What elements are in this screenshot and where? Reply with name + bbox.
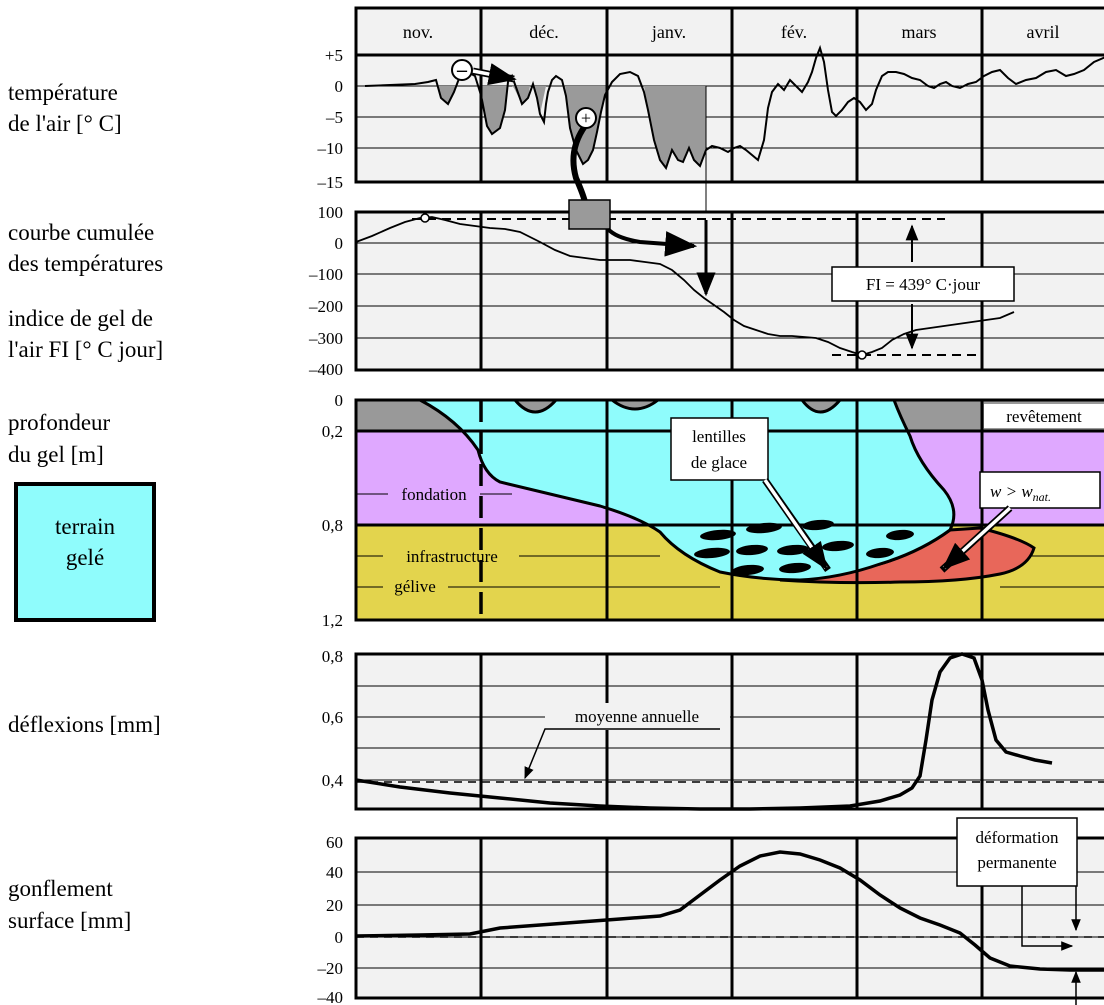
heave-tick-m40: –40 — [317, 988, 344, 1005]
minus-sign-text: – — [456, 59, 468, 81]
temperature-panel: +5 0 –5 –10 –15 – + — [317, 44, 1104, 285]
cold-area-fill — [437, 86, 706, 168]
frost-depth-panel: revêtement fondation infrastructure géli… — [322, 391, 1104, 630]
month-feb: fév. — [781, 22, 807, 42]
month-dec: déc. — [529, 22, 558, 42]
deflection-tick-0-6: 0,6 — [322, 708, 343, 727]
fi-label-1: indice de gel de — [8, 306, 153, 331]
month-mar: mars — [902, 22, 937, 42]
plus-sign-icon — [575, 107, 597, 129]
depth-label-2: du gel [m] — [8, 442, 104, 467]
temp-tick-p5: +5 — [325, 46, 343, 65]
heave-label-1: gonflement — [8, 876, 113, 901]
month-apr: avril — [1027, 22, 1060, 42]
depth-tick-1-2: 1,2 — [322, 611, 343, 630]
deflection-curve — [355, 652, 1053, 811]
pavement-label-box — [984, 404, 1104, 428]
cumul-min-marker — [857, 350, 867, 360]
heave-tick-m20: –20 — [317, 959, 344, 978]
ice-lens-label-1: lentilles — [692, 427, 746, 446]
moisture-label: w > wnat. — [990, 482, 1051, 504]
cumul-tick-m100: –100 — [308, 265, 343, 284]
subgrade-label-2: gélive — [394, 577, 436, 596]
legend-label-2: gelé — [66, 545, 104, 570]
permanent-label-1: déformation — [975, 828, 1059, 847]
temp-tick-0: 0 — [335, 77, 344, 96]
temperature-curve — [364, 44, 1104, 171]
minus-sign-icon — [451, 59, 473, 81]
month-jan: janv. — [651, 22, 686, 42]
temp-tick-m15: –15 — [317, 173, 344, 192]
fi-value-label: FI = 439° C·jour — [866, 275, 980, 294]
deflection-tick-0-8: 0,8 — [322, 647, 343, 666]
frozen-ground-legend-box — [14, 482, 156, 622]
subgrade-label-1: infrastructure — [406, 547, 498, 566]
left-labels: température de l'air [° C] courbe cumulé… — [8, 80, 163, 933]
deflection-tick-0-4: 0,4 — [322, 771, 344, 790]
air-temp-label-2: de l'air [° C] — [8, 111, 122, 136]
heave-curve — [355, 850, 1104, 972]
heave-panel: déformation permanente 60 40 20 0 –20 –4… — [317, 817, 1104, 1005]
pavement-label: revêtement — [1006, 407, 1082, 426]
depth-tick-0-2: 0,2 — [322, 422, 343, 441]
ice-lens-callout — [670, 417, 769, 481]
air-temp-label-1: température — [8, 80, 118, 105]
cumul-tick-100: 100 — [318, 203, 344, 222]
heave-tick-0: 0 — [335, 928, 344, 947]
temp-tick-m5: –5 — [325, 108, 343, 127]
month-nov: nov. — [403, 22, 433, 42]
fi-label-2: l'air FI [° C jour] — [8, 337, 163, 362]
permanent-label-2: permanente — [977, 853, 1056, 872]
cumulative-panel: FI = 439° C·jour 100 0 –100 –200 –300 –4… — [308, 199, 1104, 379]
cumul-label-1: courbe cumulée — [8, 220, 154, 245]
ice-lens-label-2: de glace — [691, 453, 747, 472]
heave-tick-60: 60 — [326, 833, 343, 852]
permanent-deformation-callout — [956, 817, 1078, 887]
depth-tick-0: 0 — [335, 391, 344, 410]
depth-tick-0-8: 0,8 — [322, 516, 343, 535]
foundation-label: fondation — [401, 485, 467, 504]
frozen-zone — [419, 398, 956, 582]
fi-label-box — [831, 266, 1015, 302]
depth-label-1: profondeur — [8, 410, 111, 435]
cumul-label-2: des températures — [8, 251, 163, 276]
plus-sign-text: + — [581, 108, 591, 128]
integration-box — [568, 199, 611, 230]
cumul-tick-0: 0 — [335, 234, 344, 253]
temp-tick-m10: –10 — [317, 139, 344, 158]
ice-lenses — [694, 519, 914, 576]
cumul-tick-m300: –300 — [308, 329, 343, 348]
moisture-callout — [979, 471, 1101, 509]
annual-mean-label: moyenne annuelle — [575, 707, 699, 726]
month-header: nov. déc. janv. fév. mars avril — [354, 6, 1104, 57]
cumul-max-marker — [420, 213, 430, 223]
heave-label-2: surface [mm] — [8, 908, 131, 933]
heave-tick-20: 20 — [326, 896, 343, 915]
mean-label-bg — [545, 703, 730, 730]
cumul-tick-m200: –200 — [308, 297, 343, 316]
deflection-panel: moyenne annuelle 0,8 0,6 0,4 — [322, 647, 1104, 811]
legend-label-1: terrain — [55, 514, 116, 539]
heave-tick-40: 40 — [326, 863, 343, 882]
cumul-tick-m400: –400 — [308, 360, 343, 379]
deflection-label: déflexions [mm] — [8, 712, 161, 737]
